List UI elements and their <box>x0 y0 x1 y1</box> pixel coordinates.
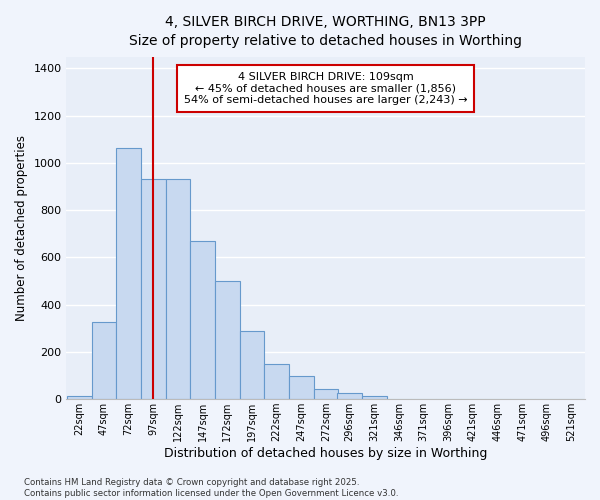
Bar <box>239 330 264 399</box>
Bar <box>67 396 92 399</box>
Bar <box>215 281 239 399</box>
Bar <box>116 148 141 399</box>
Bar <box>314 388 338 399</box>
Title: 4, SILVER BIRCH DRIVE, WORTHING, BN13 3PP
Size of property relative to detached : 4, SILVER BIRCH DRIVE, WORTHING, BN13 3P… <box>129 15 522 48</box>
Bar <box>264 364 289 399</box>
Bar <box>362 396 386 399</box>
Bar <box>337 394 362 399</box>
Bar <box>289 376 314 399</box>
Text: 4 SILVER BIRCH DRIVE: 109sqm
← 45% of detached houses are smaller (1,856)
54% of: 4 SILVER BIRCH DRIVE: 109sqm ← 45% of de… <box>184 72 467 105</box>
Bar <box>190 241 215 399</box>
Y-axis label: Number of detached properties: Number of detached properties <box>15 135 28 321</box>
Text: Contains HM Land Registry data © Crown copyright and database right 2025.
Contai: Contains HM Land Registry data © Crown c… <box>24 478 398 498</box>
Bar <box>166 180 190 399</box>
Bar <box>141 180 166 399</box>
Bar <box>92 322 116 399</box>
X-axis label: Distribution of detached houses by size in Worthing: Distribution of detached houses by size … <box>164 447 487 460</box>
